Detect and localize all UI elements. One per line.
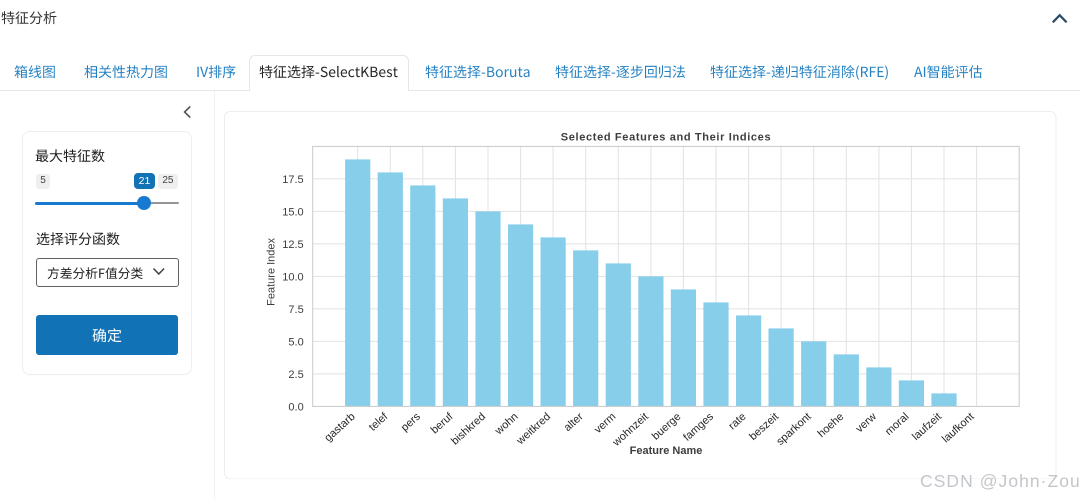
svg-text:Feature Index: Feature Index	[266, 237, 278, 305]
svg-text:10.0: 10.0	[283, 271, 304, 283]
svg-text:Selected Features and Their In: Selected Features and Their Indices	[561, 131, 771, 143]
svg-text:7.5: 7.5	[289, 303, 304, 315]
svg-text:0.0: 0.0	[289, 401, 304, 413]
svg-text:5.0: 5.0	[289, 336, 304, 348]
svg-text:17.5: 17.5	[283, 173, 304, 185]
svg-text:2.5: 2.5	[289, 368, 304, 380]
svg-text:Feature Name: Feature Name	[630, 444, 703, 456]
svg-text:12.5: 12.5	[283, 238, 304, 250]
svg-text:15.0: 15.0	[283, 206, 304, 218]
